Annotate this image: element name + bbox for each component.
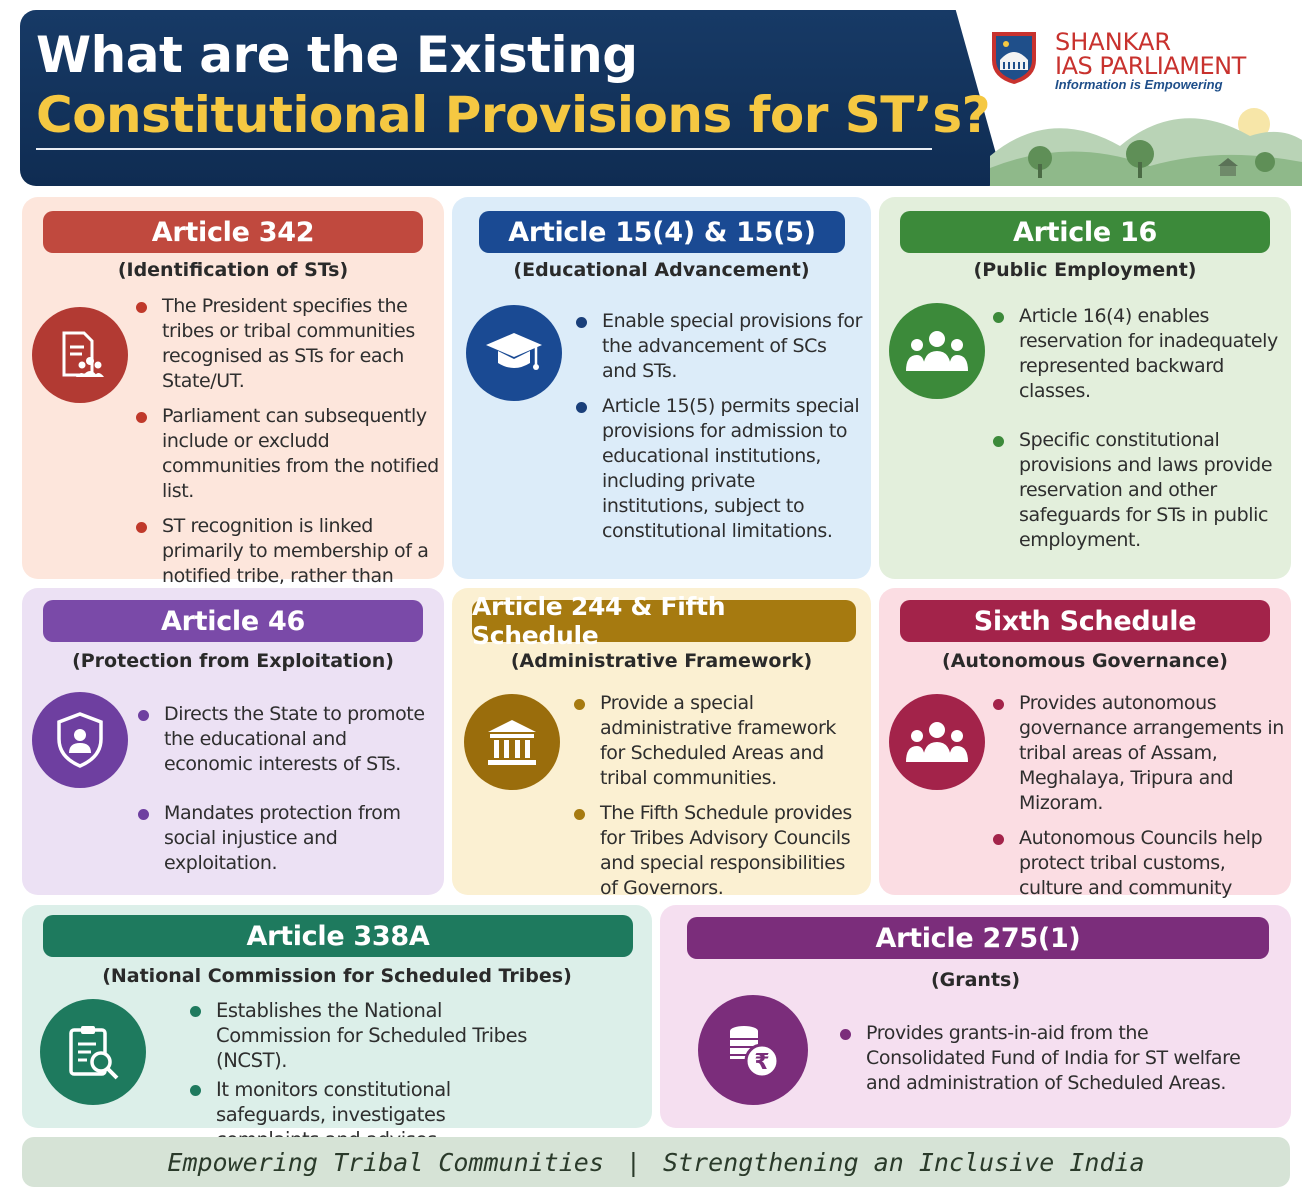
title-underline xyxy=(36,148,932,150)
card-article-342: Article 342 (Identification of STs) The … xyxy=(22,197,444,612)
footer-left-text: Empowering Tribal Communities xyxy=(167,1147,604,1177)
list-item: Directs the State to promote the educati… xyxy=(136,702,436,777)
card-subtitle: (National Commission for Scheduled Tribe… xyxy=(102,965,572,987)
shield-person-icon xyxy=(32,692,128,788)
card-article-16: Article 16 (Public Employment) Article 1… xyxy=(879,197,1291,579)
card-article-15: Article 15(4) & 15(5) (Educational Advan… xyxy=(452,197,871,579)
rupee-coins-icon: ₹ xyxy=(698,995,808,1105)
brand-name-line2: IAS PARLIAMENT xyxy=(1055,52,1246,80)
list-item: Article 16(4) enables reservation for in… xyxy=(991,304,1286,404)
bullet-list: Article 16(4) enables reservation for in… xyxy=(991,304,1286,563)
card-title: Article 46 xyxy=(43,600,423,642)
group-icon xyxy=(889,303,985,399)
bullet-list: Provides grants-in-aid from the Consolid… xyxy=(838,1021,1258,1106)
bullet-list: Provide a special administrative framewo… xyxy=(572,691,864,911)
list-item: Mandates protection from social injustic… xyxy=(136,801,436,876)
bullet-list: Enable special provisions for the advanc… xyxy=(574,309,864,554)
footer-banner: Empowering Tribal Communities | Strength… xyxy=(22,1137,1290,1187)
card-subtitle: (Public Employment) xyxy=(973,259,1197,281)
page-title-line1: What are the Existing xyxy=(36,26,638,84)
card-subtitle: (Educational Advancement) xyxy=(513,259,810,281)
card-title: Sixth Schedule xyxy=(900,600,1270,642)
list-item: Provides autonomous governance arrangeme… xyxy=(991,691,1286,816)
card-subtitle: (Grants) xyxy=(930,969,1021,991)
card-title: Article 15(4) & 15(5) xyxy=(479,211,845,253)
card-sixth-schedule: Sixth Schedule (Autonomous Governance) P… xyxy=(879,588,1291,924)
list-item: Article 15(5) permits special provisions… xyxy=(574,394,864,544)
card-subtitle: (Autonomous Governance) xyxy=(942,650,1228,672)
card-article-244: Article 244 & Fifth Schedule (Administra… xyxy=(452,588,871,899)
parliament-logo-icon xyxy=(992,32,1036,84)
bullet-list: Provides autonomous governance arrangeme… xyxy=(991,691,1286,936)
page-title-line2: Constitutional Provisions for ST’s? xyxy=(36,86,991,144)
document-people-icon xyxy=(32,307,128,403)
list-item: Establishes the National Commission for … xyxy=(188,998,548,1073)
hills-landscape-icon xyxy=(990,108,1302,186)
card-subtitle: (Protection from Exploitation) xyxy=(72,650,394,672)
card-title: Article 275(1) xyxy=(687,917,1269,959)
card-article-338a: Article 338A (National Commission for Sc… xyxy=(22,905,652,1176)
card-subtitle: (Administrative Framework) xyxy=(510,650,813,672)
group-icon xyxy=(889,694,985,790)
bullet-list: The President specifies the tribes or tr… xyxy=(134,294,439,624)
list-item: Autonomous Councils help protect tribal … xyxy=(991,826,1286,926)
brand-name-line1: SHANKAR xyxy=(1055,28,1172,56)
list-item: Provide a special administrative framewo… xyxy=(572,691,864,791)
clipboard-search-icon xyxy=(40,999,146,1105)
card-title: Article 244 & Fifth Schedule xyxy=(472,592,856,650)
list-item: The Fifth Schedule provides for Tribes A… xyxy=(572,801,864,901)
footer-separator: | xyxy=(625,1147,641,1177)
government-building-icon xyxy=(464,694,560,790)
card-article-275: Article 275(1) (Grants) ₹ Provides grant… xyxy=(660,905,1291,1128)
card-article-46: Article 46 (Protection from Exploitation… xyxy=(22,588,444,895)
svg-text:₹: ₹ xyxy=(754,1050,769,1075)
list-item: Parliament can subsequently include or e… xyxy=(134,404,439,504)
list-item: Enable special provisions for the advanc… xyxy=(574,309,864,384)
footer-right-text: Strengthening an Inclusive India xyxy=(662,1147,1145,1177)
list-item: Provides grants-in-aid from the Consolid… xyxy=(838,1021,1258,1096)
brand-tagline: Information is Empowering xyxy=(1055,77,1223,92)
card-subtitle: (Identification of STs) xyxy=(117,259,349,281)
graduation-cap-icon xyxy=(466,305,562,401)
list-item: Specific constitutional provisions and l… xyxy=(991,428,1286,553)
card-title: Article 342 xyxy=(43,211,423,253)
card-title: Article 16 xyxy=(900,211,1270,253)
card-title: Article 338A xyxy=(43,915,633,957)
header-banner xyxy=(20,10,1005,186)
bullet-list: Directs the State to promote the educati… xyxy=(136,702,436,886)
list-item: The President specifies the tribes or tr… xyxy=(134,294,439,394)
